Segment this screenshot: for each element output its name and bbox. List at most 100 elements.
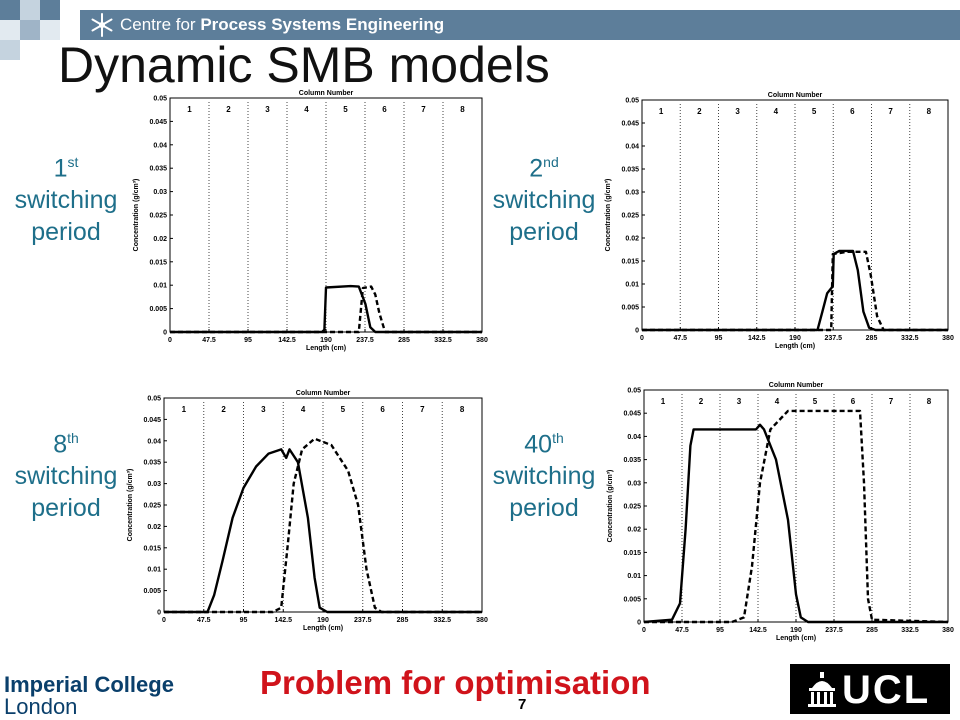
column-number-label: 5 xyxy=(812,107,817,116)
x-tick-label: 95 xyxy=(715,335,723,342)
header-bar: Centre for Process Systems Engineering xyxy=(80,10,960,40)
y-tick-label: 0.04 xyxy=(147,438,161,445)
y-tick-label: 0 xyxy=(637,620,641,627)
x-axis-label: Length (cm) xyxy=(306,345,346,352)
y-tick-label: 0 xyxy=(635,328,639,335)
x-tick-label: 237.5 xyxy=(354,617,372,624)
y-tick-label: 0.02 xyxy=(627,527,641,534)
label-suffix: nd xyxy=(543,154,559,170)
y-tick-label: 0.01 xyxy=(625,282,639,289)
decor-square xyxy=(40,0,60,20)
dashed-series-line xyxy=(644,409,949,624)
x-tick-label: 380 xyxy=(942,335,954,342)
snowflake-logo-icon xyxy=(91,13,113,37)
label-line: switching xyxy=(492,462,596,491)
column-number-label: 4 xyxy=(304,105,309,114)
x-tick-label: 285 xyxy=(398,337,410,344)
label-suffix: th xyxy=(67,430,79,446)
column-number-label: 2 xyxy=(697,107,702,116)
y-tick-label: 0.02 xyxy=(147,524,161,531)
column-number-label: 3 xyxy=(735,107,740,116)
column-number-label: 7 xyxy=(888,107,893,116)
x-tick-label: 0 xyxy=(168,337,172,344)
y-tick-label: 0.005 xyxy=(143,588,161,595)
x-tick-label: 0 xyxy=(642,627,646,634)
label-line: period xyxy=(509,494,579,523)
x-tick-label: 237.5 xyxy=(356,337,374,344)
x-tick-label: 332.5 xyxy=(434,337,452,344)
column-number-label: 2 xyxy=(226,105,231,114)
y-tick-label: 0.03 xyxy=(625,190,639,197)
x-tick-label: 332.5 xyxy=(901,627,919,634)
x-tick-label: 142.5 xyxy=(748,335,766,342)
x-tick-label: 285 xyxy=(397,617,409,624)
x-tick-label: 47.5 xyxy=(202,337,216,344)
imperial-line-1: Imperial College xyxy=(4,672,174,697)
x-tick-label: 380 xyxy=(476,337,488,344)
period-label-2: 2nd switching period xyxy=(484,146,604,248)
y-tick-label: 0.04 xyxy=(625,144,639,151)
y-tick-label: 0.05 xyxy=(625,98,639,105)
column-number-label: 7 xyxy=(420,405,425,414)
x-tick-label: 380 xyxy=(942,627,954,634)
column-number-label: 4 xyxy=(301,405,306,414)
column-number-label: 7 xyxy=(889,397,894,406)
column-number-label: 2 xyxy=(699,397,704,406)
decor-square xyxy=(0,40,20,60)
y-tick-label: 0.005 xyxy=(621,305,639,312)
header-title: Centre for Process Systems Engineering xyxy=(120,15,444,35)
y-tick-label: 0.015 xyxy=(623,550,641,557)
chart-title: Column Number xyxy=(299,90,354,97)
y-axis-label: Concentration (g/cm³) xyxy=(127,469,134,542)
y-tick-label: 0.045 xyxy=(149,119,167,126)
y-tick-label: 0.045 xyxy=(143,417,161,424)
column-number-label: 1 xyxy=(182,405,187,414)
column-number-label: 1 xyxy=(659,107,664,116)
y-tick-label: 0.025 xyxy=(149,213,167,220)
y-tick-label: 0.025 xyxy=(621,213,639,220)
y-tick-label: 0.015 xyxy=(149,259,167,266)
x-tick-label: 380 xyxy=(476,617,488,624)
y-axis-label: Concentration (g/cm³) xyxy=(133,179,140,252)
x-tick-label: 95 xyxy=(716,627,724,634)
column-number-label: 5 xyxy=(813,397,818,406)
column-number-label: 5 xyxy=(343,105,348,114)
y-tick-label: 0.035 xyxy=(149,166,167,173)
decor-square xyxy=(0,0,20,20)
y-tick-label: 0.02 xyxy=(153,236,167,243)
x-tick-label: 47.5 xyxy=(675,627,689,634)
header-prefix: Centre for xyxy=(120,15,201,34)
label-line: period xyxy=(31,494,101,523)
column-number-label: 3 xyxy=(737,397,742,406)
x-axis-label: Length (cm) xyxy=(303,625,343,632)
y-tick-label: 0.05 xyxy=(627,388,641,395)
header-bold: Process Systems Engineering xyxy=(200,15,445,34)
decor-square xyxy=(40,20,60,40)
decor-square xyxy=(0,20,20,40)
column-number-label: 3 xyxy=(265,105,270,114)
label-line: switching xyxy=(492,186,596,215)
y-tick-label: 0.05 xyxy=(147,396,161,403)
x-axis-label: Length (cm) xyxy=(775,343,815,350)
label-line: switching xyxy=(14,462,118,491)
imperial-college-logo: Imperial College London xyxy=(4,674,174,718)
x-tick-label: 142.5 xyxy=(274,617,292,624)
y-tick-label: 0.025 xyxy=(143,503,161,510)
y-tick-label: 0 xyxy=(163,330,167,337)
y-tick-label: 0.03 xyxy=(147,481,161,488)
x-tick-label: 142.5 xyxy=(278,337,296,344)
x-tick-label: 95 xyxy=(244,337,252,344)
dashed-series-line xyxy=(164,437,482,614)
column-number-label: 5 xyxy=(341,405,346,414)
solid-series-line xyxy=(164,448,482,614)
column-number-label: 8 xyxy=(927,397,932,406)
y-tick-label: 0.02 xyxy=(625,236,639,243)
solid-series-line xyxy=(642,249,948,332)
chart-title: Column Number xyxy=(768,92,823,99)
label-suffix: st xyxy=(67,154,79,170)
page-title: Dynamic SMB models xyxy=(58,37,550,93)
dashed-series-line xyxy=(642,250,948,332)
y-tick-label: 0.03 xyxy=(153,189,167,196)
concentration-chart-2: 1 2 3 4 5 6 7 8 Column Number 0 47.5 95 142.5 190 237.… xyxy=(605,92,954,350)
concentration-chart-8: 1 2 3 4 5 6 7 8 Column Number 0 47.5 95 142.5 190 237.… xyxy=(127,390,488,632)
